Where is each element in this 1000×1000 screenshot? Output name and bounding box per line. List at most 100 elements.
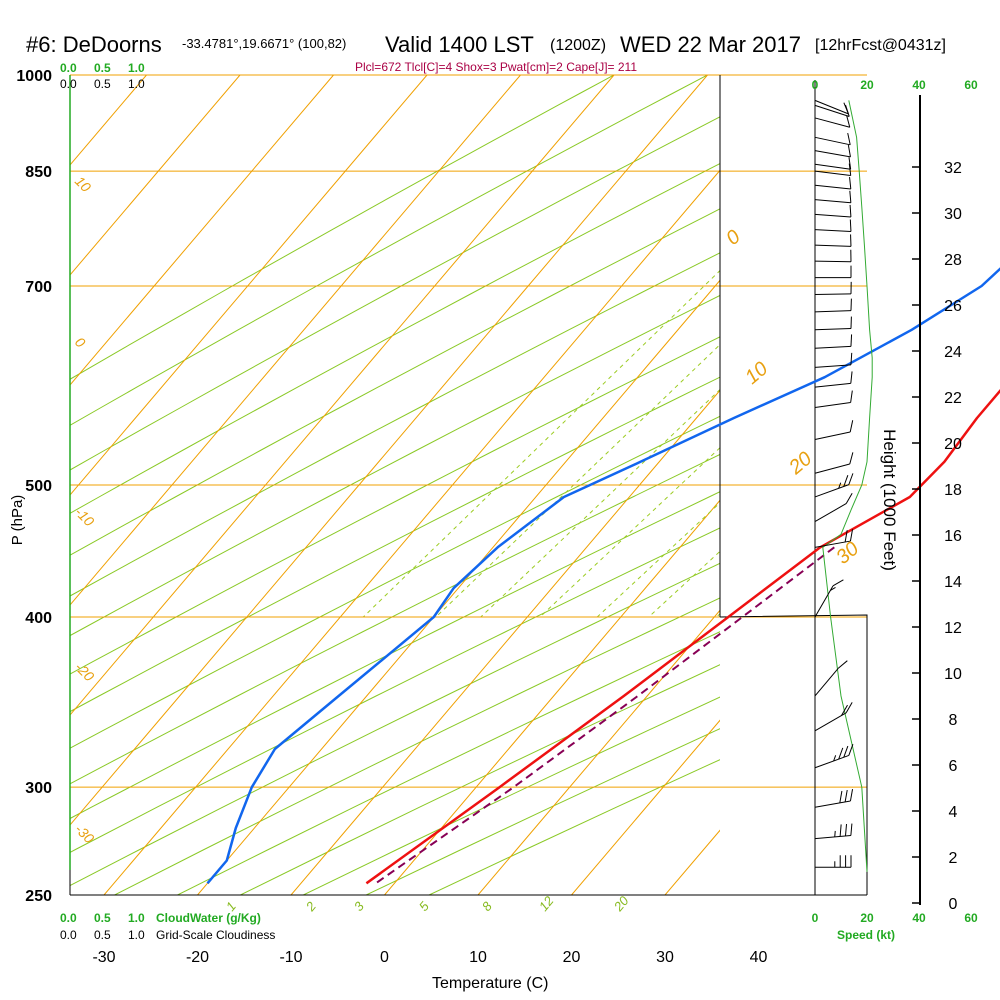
wind-barb [814,249,852,263]
wind-panel-border [719,614,868,895]
barb-flag [844,823,848,837]
speed-tick-bottom: 20 [860,911,874,925]
barb-flag [843,475,849,487]
height-tick-label: 0 [949,896,958,913]
cw-top-tick-1: 0.5 [94,61,111,75]
wind-barb [814,132,851,146]
isotherm-label: 30 [832,538,863,569]
wind-barb [814,219,852,232]
pressure-tick-label: 850 [25,164,52,181]
barb-shaft [814,668,839,697]
barb-flag [848,163,852,176]
height-tick-label: 4 [949,804,958,821]
pressure-tick-label: 500 [25,478,52,495]
height-tick-label: 12 [944,620,962,637]
barb-shaft [814,293,852,295]
isotherm-label: 10 [72,173,94,195]
barb-flag [832,579,844,587]
wind-barbs [814,99,854,868]
cw-bot-tick-1: 0.5 [94,911,111,925]
barb-flag [850,334,853,347]
dry-adiabat [70,208,720,556]
barb-shaft [814,463,850,474]
barb-shaft [814,712,847,732]
wind-barb [814,529,854,548]
barb-shaft [814,184,851,190]
dry-adiabat [177,631,720,895]
cloudwater-label: CloudWater (g/Kg) [156,911,261,925]
dry-adiabat [70,336,720,675]
speed-label: Speed (kt) [837,928,895,942]
pressure-tick-label: 250 [25,888,52,905]
pressure-tick-label: 400 [25,610,52,627]
cl-bot-tick-2: 1.0 [128,928,145,942]
barb-flag [837,660,848,669]
height-tick-label: 10 [944,666,962,683]
cloudiness-label: Grid-Scale Cloudiness [156,928,275,942]
speed-tick-top: 40 [912,78,926,92]
isotherm-label: -10 [72,504,98,530]
cw-top-tick-2: 1.0 [128,61,145,75]
speed-tick-top: 20 [860,78,874,92]
mixing-ratio-line [539,447,720,618]
wind-barb [814,452,854,474]
cw-bot-tick-2: 1.0 [128,911,145,925]
wind-barb [814,115,851,128]
barb-shaft [814,431,851,440]
dry-adiabat [70,252,720,597]
pressure-tick-label: 700 [25,279,52,296]
dry-adiabat [70,75,616,380]
isotherm-label: -20 [72,659,98,685]
barb-flag [838,482,842,489]
temp-tick-label: 10 [469,949,487,966]
barb-shaft [814,364,851,368]
barb-shaft [814,310,851,313]
height-tick-label: 6 [949,758,958,775]
height-tick-label: 16 [944,528,962,545]
barb-shaft [814,260,852,263]
dry-adiabat [70,294,720,637]
barb-flag [844,789,848,802]
valid-date: WED 22 Mar 2017 [620,32,801,57]
wind-barb [814,390,853,408]
height-tick-label: 28 [944,252,962,269]
speed-tick-bottom: 40 [912,911,926,925]
isotherm-label: -30 [72,821,98,847]
speed-tick-top: 0 [812,78,819,92]
cl-bot-tick-0: 0.0 [60,928,77,942]
dry-adiabat [70,491,720,820]
dry-adiabat [70,75,709,426]
temp-tick-label: -30 [92,949,115,966]
barb-flag [844,530,848,543]
barb-flag [847,144,851,157]
barb-flag [845,104,850,117]
temp-tick-label: -10 [279,949,302,966]
cl-bot-tick-1: 0.5 [94,928,111,942]
isotherm-label: 0 [72,334,89,351]
wind-barb [814,702,853,732]
barb-flag [838,747,844,760]
isotherm [852,75,1000,895]
dry-adiabat [70,562,720,887]
mixing-ratio-label: 5 [416,898,433,914]
temp-tick-label: 40 [750,949,768,966]
temperature-profile [365,389,1000,885]
barb-shaft [814,800,851,808]
barb-flag [830,587,836,591]
barb-shaft [814,99,849,115]
cl-top-tick-1: 0.5 [94,77,111,91]
temp-tick-label: 30 [656,949,674,966]
wind-barb [814,163,852,177]
barb-flag [848,473,854,485]
height-tick-label: 32 [944,160,962,177]
bottom-cloudwater-scale: 0.0 0.5 1.0 CloudWater (g/Kg) 0.0 0.5 1.… [60,911,895,942]
barb-flag [850,823,853,836]
barb-flag [849,176,852,190]
profiles [206,100,1000,885]
height-tick-label: 22 [944,390,962,407]
dry-adiabat [70,163,720,514]
dry-adiabat [70,415,720,749]
station-title: #6: DeDoorns [26,32,162,57]
barb-flag [850,390,853,403]
